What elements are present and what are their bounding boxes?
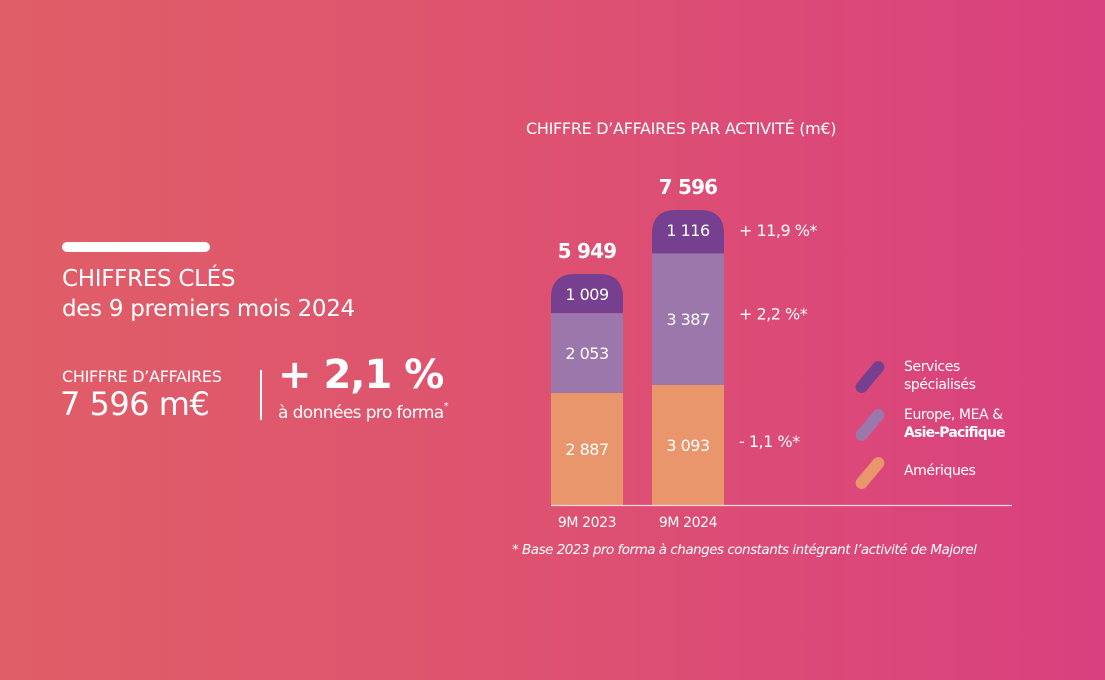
segment-value-label: 3 093 xyxy=(666,436,709,455)
legend-label-line1: Amériques xyxy=(904,463,976,479)
bar-total-label: 5 949 xyxy=(558,239,617,263)
legend-label-line2: spécialisés xyxy=(904,377,976,393)
key-figures-title-line1: CHIFFRES CLÉS xyxy=(62,266,236,292)
legend-label-ameriques: Amériques xyxy=(904,462,976,480)
growth-value: + 2,1 % xyxy=(278,352,444,398)
segment-change-label: - 1,1 %* xyxy=(739,432,800,451)
segment-change-label: + 2,2 %* xyxy=(739,304,808,323)
key-figures-title-line2: des 9 premiers mois 2024 xyxy=(62,296,355,322)
legend-label-line1: Europe, MEA & xyxy=(904,407,1003,423)
segment-value-label: 1 009 xyxy=(565,285,609,304)
bar-segment-europe-mea-asie-pacifique-9m-2024 xyxy=(652,253,724,385)
legend-label-europe: Europe, MEA & Asie-Pacifique xyxy=(904,406,1006,442)
bar-segment-am-riques-9m-2024 xyxy=(652,384,724,505)
segment-value-label: 2 887 xyxy=(565,440,608,459)
legend-label-line2: Asie-Pacifique xyxy=(904,425,1006,441)
segment-value-label: 2 053 xyxy=(565,344,608,363)
segment-value-label: 3 387 xyxy=(666,310,709,329)
revenue-value: 7 596 m€ xyxy=(60,385,210,423)
growth-note-asterisk: * xyxy=(443,401,449,412)
bar-segment-europe-mea-asie-pacifique-9m-2023 xyxy=(551,313,623,393)
vertical-divider xyxy=(260,370,262,420)
bar-segment-services-sp-cialis-s-9m-2024 xyxy=(652,210,724,254)
x-axis-tick-label: 9M 2024 xyxy=(659,515,718,531)
legend-label-line1: Services xyxy=(904,359,960,375)
legend-label-services: Services spécialisés xyxy=(904,358,976,394)
bar-segment-services-sp-cialis-s-9m-2023 xyxy=(551,273,623,314)
segment-value-label: 1 116 xyxy=(666,221,710,240)
x-axis-tick-label: 9M 2023 xyxy=(558,515,616,531)
key-figures-title: CHIFFRES CLÉS des 9 premiers mois 2024 xyxy=(62,264,355,324)
bar-segment-am-riques-9m-2023 xyxy=(551,392,623,505)
footnote: * Base 2023 pro forma à changes constant… xyxy=(512,542,977,558)
chart-title: CHIFFRE D’AFFAIRES PAR ACTIVITÉ (m€) xyxy=(526,119,837,138)
decorative-white-bar xyxy=(62,242,210,252)
growth-note: à données pro forma* xyxy=(278,401,449,423)
bar-total-label: 7 596 xyxy=(659,175,718,199)
growth-note-text: à données pro forma xyxy=(278,403,444,423)
revenue-label: CHIFFRE D’AFFAIRES xyxy=(62,367,222,386)
segment-change-label: + 11,9 %* xyxy=(739,221,817,240)
